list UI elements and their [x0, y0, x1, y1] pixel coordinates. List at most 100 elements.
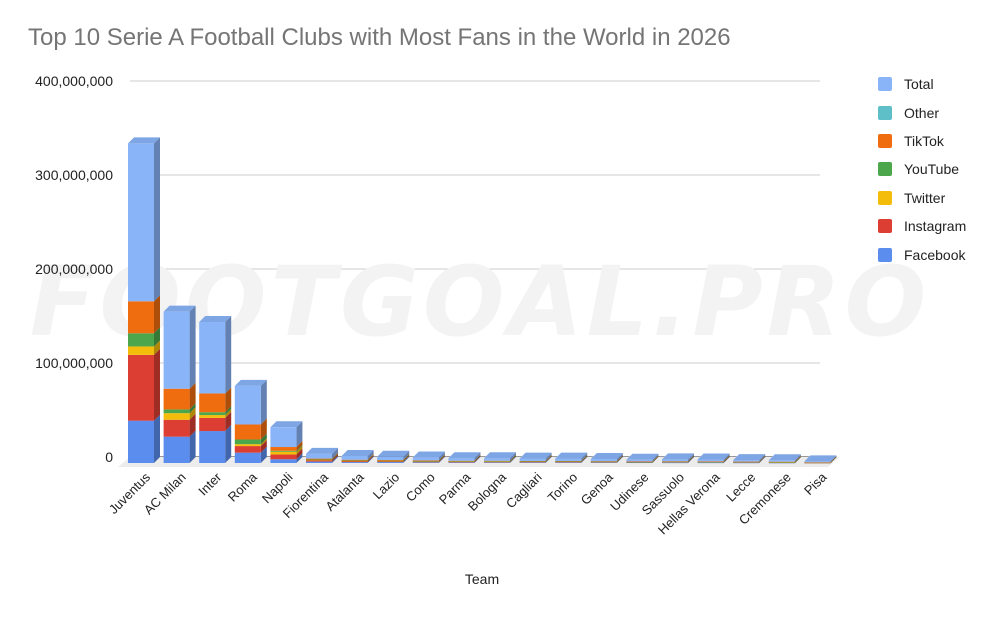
bar-hellas-verona[interactable] — [697, 453, 730, 464]
bar-top — [662, 453, 694, 460]
bar-side-instagram — [296, 448, 303, 460]
bar-segment-instagram — [412, 461, 439, 463]
bar-segment-youtube — [270, 450, 297, 452]
bar-segment-total — [519, 458, 546, 461]
bar-side-tiktok — [189, 382, 196, 410]
bar-side-facebook — [403, 456, 410, 463]
bar-pisa[interactable] — [804, 455, 837, 464]
legend-label: Twitter — [904, 189, 946, 206]
y-tick-label: 0 — [105, 449, 113, 465]
bar-side-facebook — [296, 453, 303, 463]
bar-fiorentina[interactable] — [306, 447, 338, 463]
legend-item-total[interactable]: Total — [878, 70, 966, 98]
bar-side-tiktok — [830, 456, 837, 463]
bar-side-total — [652, 453, 659, 462]
bar-segment-total — [484, 458, 510, 461]
bar-parma[interactable] — [448, 452, 481, 463]
bar-side-total — [688, 453, 694, 462]
legend-item-other[interactable]: Other — [878, 98, 966, 126]
x-tick-label: Inter — [195, 469, 224, 498]
bar-lecce[interactable] — [733, 454, 766, 464]
bar-segment-youtube — [662, 461, 688, 463]
bar-segment-tiktok — [555, 460, 582, 462]
x-axis-title: Team — [465, 571, 499, 587]
bar-segment-youtube — [697, 461, 724, 463]
bar-side-youtube — [794, 456, 801, 463]
bar-side-twitter — [154, 340, 160, 355]
legend-swatch-icon — [878, 133, 892, 148]
bar-inter[interactable] — [199, 316, 232, 463]
bar-side-tiktok — [474, 454, 481, 462]
bar-segment-total — [590, 459, 617, 462]
bar-segment-youtube — [555, 461, 582, 463]
legend-swatch-icon — [878, 77, 892, 92]
bar-udinese[interactable] — [626, 453, 659, 464]
bar-segment-tiktok — [626, 461, 653, 463]
bar-side-total — [830, 455, 837, 463]
y-axis-ticks: 0 100,000,000 200,000,000 300,000,000 400,00… — [35, 73, 113, 465]
bar-side-total — [474, 452, 481, 461]
bar-side-facebook — [581, 456, 588, 463]
bar-top — [163, 305, 196, 312]
bar-segment-youtube — [626, 461, 653, 463]
bar-cagliari[interactable] — [519, 452, 552, 463]
bar-segment-facebook — [270, 459, 297, 463]
bar-side-twitter — [225, 409, 232, 418]
bar-top — [519, 452, 552, 459]
legend-label: Other — [904, 104, 940, 121]
bar-side-twitter — [260, 438, 267, 447]
bar-side-tiktok — [332, 452, 338, 460]
bar-side-tiktok — [367, 453, 374, 461]
x-tick-label: Cagliari — [503, 469, 545, 511]
bar-side-facebook — [189, 430, 196, 463]
chart-title: Top 10 Serie A Football Clubs with Most … — [28, 24, 731, 51]
bar-roma[interactable] — [234, 379, 267, 463]
bar-side-twitter — [296, 445, 303, 455]
x-tick-label: Bologna — [465, 469, 510, 514]
bar-segment-facebook — [484, 462, 510, 463]
bar-side-facebook — [616, 456, 623, 463]
bar-segment-youtube — [341, 460, 368, 462]
bar-genoa[interactable] — [590, 453, 623, 463]
bar-segment-total — [804, 461, 831, 463]
bar-segment-facebook — [163, 436, 190, 463]
bar-lazio[interactable] — [377, 450, 410, 463]
bar-segment-total — [412, 457, 439, 461]
bar-segment-youtube — [199, 412, 226, 416]
bar-atalanta[interactable] — [341, 449, 374, 463]
bar-segment-youtube — [128, 333, 154, 347]
bar-segment-tiktok — [163, 388, 190, 410]
bar-napoli[interactable] — [270, 421, 303, 463]
bar-juventus[interactable] — [128, 137, 160, 463]
bar-segment-twitter — [163, 413, 190, 420]
bar-segment-youtube — [768, 462, 795, 463]
legend-item-facebook[interactable]: Facebook — [878, 240, 966, 268]
bar-como[interactable] — [412, 451, 445, 463]
bar-segment-instagram — [341, 460, 368, 463]
bar-cremonese[interactable] — [768, 454, 801, 464]
bar-segment-total — [377, 456, 404, 460]
bar-side-tiktok — [688, 455, 694, 462]
bar-ac-milan[interactable] — [163, 305, 196, 463]
bar-segment-tiktok — [484, 460, 510, 462]
bar-side-instagram — [332, 454, 338, 462]
bar-side-facebook — [332, 455, 338, 463]
bar-segment-tiktok — [768, 461, 795, 463]
bar-segment-youtube — [448, 461, 475, 462]
legend-item-instagram[interactable]: Instagram — [878, 212, 966, 240]
bar-side-total — [189, 305, 196, 389]
bar-segment-facebook — [555, 462, 582, 463]
legend-item-twitter[interactable]: Twitter — [878, 184, 966, 212]
y-tick-label: 400,000,000 — [35, 73, 113, 89]
bar-side-total — [332, 447, 338, 459]
bar-segment-twitter — [270, 451, 297, 455]
bar-segment-facebook — [412, 462, 439, 463]
bar-sassuolo[interactable] — [662, 453, 694, 464]
legend-item-tiktok[interactable]: TikTok — [878, 127, 966, 155]
bar-torino[interactable] — [555, 452, 588, 463]
legend-label: Facebook — [904, 246, 966, 263]
bar-segment-youtube — [590, 461, 617, 463]
legend-swatch-icon — [878, 162, 892, 177]
legend-item-youtube[interactable]: YouTube — [878, 155, 966, 183]
bar-bologna[interactable] — [484, 452, 516, 463]
